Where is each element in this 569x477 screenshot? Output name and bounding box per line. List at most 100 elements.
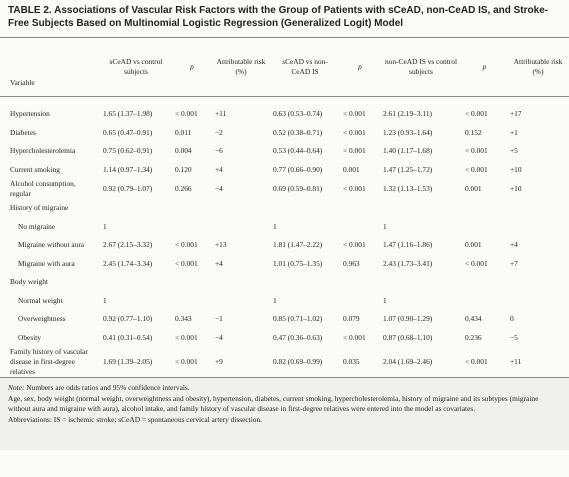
cell: 0.41 (0.31–0.54) (103, 332, 153, 342)
table-header: Variable sCeAD vs control subjects p Attrib… (0, 38, 569, 97)
table-row: Family history of vascular disease in fi… (0, 347, 569, 378)
cell: +10 (510, 164, 522, 174)
cell: 0 (510, 314, 514, 324)
cell: 0.52 (0.38–0.71) (273, 127, 323, 137)
group-row: Body weight (0, 273, 569, 292)
note-text: Numbers are odds ratios and 95% confiden… (26, 383, 190, 392)
header-cell: p (462, 38, 507, 97)
cell: 2.67 (2.15–3.32) (103, 240, 153, 250)
cell (507, 292, 569, 311)
cell: 0.434 (465, 314, 482, 324)
cell: 0.85 (0.71–1.02) (273, 314, 323, 324)
cell: 1.69 (1.39–2.05) (100, 347, 172, 378)
cell: 0.001 (465, 240, 482, 250)
note-line: Note: Numbers are odds ratios and 95% co… (8, 383, 561, 393)
table-row: Alcohol consumption, regular 0.92 (0.79–1… (0, 179, 569, 199)
row-label: Hypercholesterolemia (10, 146, 76, 156)
table-row: Hypercholesterolemia 0.75 (0.62–0.91) 0.00… (0, 142, 569, 161)
cell: 2.04 (1.69–2.46) (380, 347, 462, 378)
cell: 1 (103, 221, 107, 231)
cell: 0.53 (0.44–0.64) (273, 146, 323, 156)
cell: < 0.001 (462, 347, 507, 378)
note-label: Note: (8, 383, 25, 392)
cell: < 0.001 (175, 240, 198, 250)
cell: 1.47 (1.16–1.86) (383, 240, 433, 250)
cell: 0.77 (0.66–0.90) (273, 164, 323, 174)
cell: 1 (273, 295, 277, 305)
table-title: TABLE 2. Associations of Vascular Risk F… (0, 0, 569, 38)
cell (462, 218, 507, 237)
cell (212, 292, 270, 311)
table-row: Hypertension 1.65 (1.37–1.98) < 0.001 +11 0.… (0, 97, 569, 124)
cell: +17 (510, 109, 522, 119)
cell: 0.079 (343, 314, 360, 324)
table-body: Hypertension 1.65 (1.37–1.98) < 0.001 +11 0.… (0, 97, 569, 378)
cell: 0.236 (465, 332, 482, 342)
cell: < 0.001 (175, 258, 198, 268)
cell: < 0.001 (175, 109, 198, 119)
cell: 0.92 (0.77–1.10) (103, 314, 153, 324)
header-cell: sCeAD vs control subjects (100, 38, 172, 97)
table-row: Overweightness 0.92 (0.77–1.10) 0.343 −1 0.8… (0, 310, 569, 329)
table-row: Normal weight 1 1 1 (0, 292, 569, 311)
cell: < 0.001 (343, 184, 366, 193)
cell: < 0.001 (343, 127, 366, 137)
cell: +11 (507, 347, 569, 378)
cell: 1.40 (1.17–1.68) (383, 146, 433, 156)
cell: 2.61 (2.19–3.11) (383, 109, 432, 119)
cell: −5 (510, 332, 518, 342)
group-label: Body weight (10, 277, 48, 287)
cell: 1.81 (1.47–2.22) (273, 240, 323, 250)
cell: < 0.001 (465, 164, 488, 174)
cell: +4 (215, 164, 223, 174)
cell: < 0.001 (343, 146, 366, 156)
cell: < 0.001 (343, 240, 366, 250)
cell: 0.011 (175, 127, 192, 137)
cell: < 0.001 (172, 347, 212, 378)
table-row: No migraine 1 1 1 (0, 218, 569, 237)
cell: 0.001 (343, 164, 360, 174)
cell: < 0.001 (175, 332, 198, 342)
cell: 0.75 (0.62–0.91) (103, 146, 153, 156)
note-abbreviations: Abbreviations: IS = ischemic stroke; sCe… (8, 415, 263, 424)
cell: −2 (215, 127, 223, 137)
cell: −6 (215, 146, 223, 156)
cell: 0.47 (0.36–0.63) (273, 332, 323, 342)
row-label: Alcohol consumption, regular (10, 179, 76, 198)
cell: 1 (103, 295, 107, 305)
cell (172, 218, 212, 237)
cell: +5 (510, 146, 518, 156)
cell: +4 (215, 258, 223, 268)
row-label: Hypertension (10, 109, 50, 119)
header-cell: p (172, 38, 212, 97)
cell: +7 (510, 258, 518, 268)
cell: 0.82 (0.69–0.99) (270, 347, 340, 378)
cell: +10 (510, 184, 522, 193)
cell (212, 218, 270, 237)
cell: 1.07 (0.90–1.29) (383, 314, 433, 324)
row-label: Normal weight (18, 295, 63, 305)
cell: +4 (510, 240, 518, 250)
cell: 0.63 (0.53–0.74) (273, 109, 323, 119)
cell: +9 (212, 347, 270, 378)
cell: 0.035 (340, 347, 380, 378)
cell: +13 (215, 240, 227, 250)
cell: 1.23 (0.93–1.64) (383, 127, 433, 137)
row-label: No migraine (18, 221, 56, 231)
cell: < 0.001 (343, 332, 366, 342)
cell: 1.32 (1.13–1.53) (383, 184, 433, 193)
cell (507, 218, 569, 237)
row-label: Migraine without aura (18, 240, 85, 250)
cell: 0.266 (175, 184, 192, 193)
cell: 0.963 (343, 258, 360, 268)
header-cell: sCeAD vs non-CeAD IS (270, 38, 340, 97)
cell: −4 (215, 184, 223, 193)
cell: +11 (215, 109, 227, 119)
cell: −1 (215, 314, 223, 324)
cell: < 0.001 (465, 109, 488, 119)
cell: 1 (383, 295, 387, 305)
cell: 0.120 (175, 164, 192, 174)
table-row: Diabetes 0.65 (0.47–0.91) 0.011 −2 0.52 (0.3… (0, 124, 569, 143)
cell: 0.87 (0.68–1.10) (383, 332, 433, 342)
cell: −4 (215, 332, 223, 342)
